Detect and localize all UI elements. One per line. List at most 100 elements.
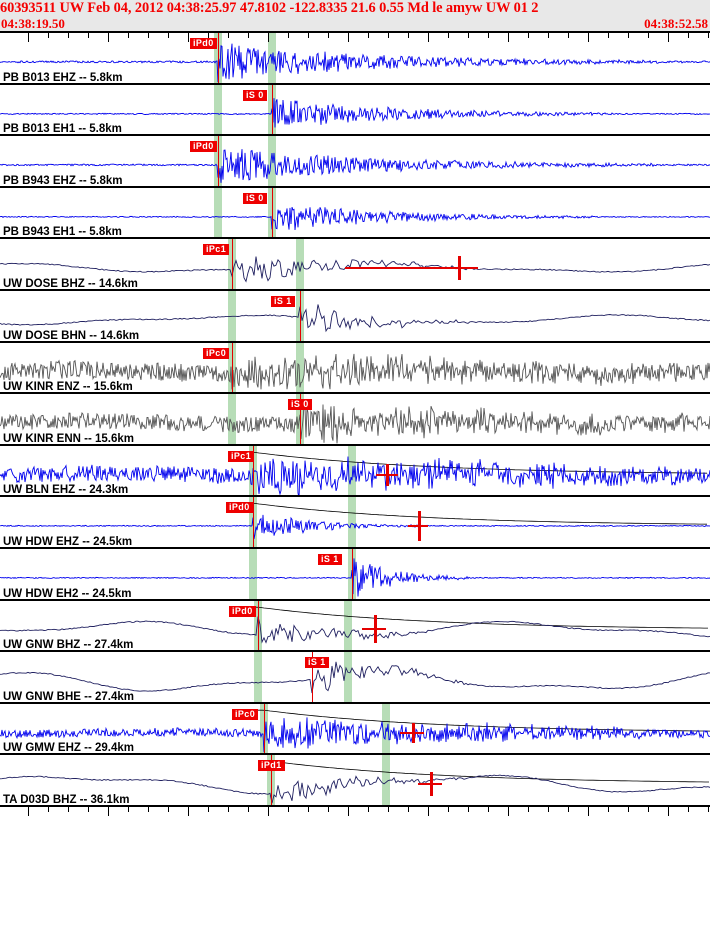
phase-pick-line[interactable] <box>258 600 259 653</box>
axis-tick <box>688 807 689 812</box>
waveform <box>0 149 710 184</box>
waveform <box>0 353 710 390</box>
tick-container <box>0 33 710 42</box>
amplitude-baseline <box>362 628 386 631</box>
phase-pick-label[interactable]: iPc1 <box>228 450 255 462</box>
trace-row[interactable]: iPc0 UW GMW EHZ -- 29.4km <box>0 703 710 756</box>
axis-tick <box>528 807 529 812</box>
channel-label: PB B013 EHZ -- 5.8km <box>3 71 123 84</box>
axis-tick <box>268 807 269 816</box>
axis-tick <box>28 807 29 816</box>
trace-row[interactable]: iPc1 UW BLN EHZ -- 24.3km <box>0 445 710 498</box>
axis-tick <box>228 807 229 812</box>
trace-row[interactable]: iS 0 PB B943 EH1 -- 5.8km <box>0 187 710 240</box>
axis-line <box>0 495 710 498</box>
axis-tick <box>348 33 349 42</box>
channel-label: UW KINR ENZ -- 15.6km <box>3 381 133 394</box>
axis-tick <box>48 807 49 812</box>
phase-pick-label[interactable]: iPd1 <box>258 760 285 772</box>
p-phase-band <box>254 652 262 704</box>
waveform <box>0 661 710 694</box>
axis-tick <box>548 33 549 38</box>
channel-label: PB B943 EHZ -- 5.8km <box>3 174 123 187</box>
axis-tick <box>628 807 629 812</box>
axis-tick <box>448 807 449 812</box>
p-phase-band <box>228 291 236 343</box>
axis-tick <box>588 33 589 42</box>
phase-pick-label[interactable]: iPd0 <box>190 141 217 153</box>
trace-row[interactable]: iPd1 TA D03D BHZ -- 36.1km <box>0 755 710 807</box>
time-axis <box>0 805 710 816</box>
axis-tick <box>688 33 689 38</box>
waveform <box>0 404 710 444</box>
phase-pick-label[interactable]: iPc0 <box>232 708 259 720</box>
phase-pick-label[interactable]: iPc0 <box>203 347 230 359</box>
amplitude-baseline <box>376 473 398 476</box>
phase-pick-label[interactable]: iPd0 <box>229 605 256 617</box>
phase-pick-line[interactable] <box>253 497 254 549</box>
trace-row[interactable]: iPd0 UW HDW EHZ -- 24.5km <box>0 497 710 549</box>
phase-pick-line[interactable] <box>272 84 273 137</box>
phase-pick-line[interactable] <box>300 394 301 446</box>
axis-tick <box>708 807 709 812</box>
trace-row[interactable]: iS 1 UW HDW EH2 -- 24.5km <box>0 549 710 601</box>
phase-pick-label[interactable]: iS 1 <box>318 554 342 565</box>
channel-label: UW HDW EHZ -- 24.5km <box>3 535 133 548</box>
trace-row[interactable]: iPd0 UW GNW BHZ -- 27.4km <box>0 600 710 653</box>
trace-row[interactable]: iPc0 UW KINR ENZ -- 15.6km <box>0 342 710 395</box>
phase-pick-line[interactable] <box>312 652 313 704</box>
axis-tick <box>528 33 529 38</box>
phase-pick-line[interactable] <box>271 755 272 807</box>
waveform <box>0 709 710 753</box>
waveform <box>0 558 710 597</box>
axis-tick <box>288 807 289 812</box>
p-phase-band <box>214 187 222 240</box>
waveform <box>0 304 710 333</box>
trace-row[interactable]: iPd0 PB B013 EHZ -- 5.8km <box>0 33 710 85</box>
phase-pick-line[interactable] <box>218 136 219 188</box>
axis-line <box>0 547 710 549</box>
phase-pick-line[interactable] <box>218 33 219 85</box>
phase-pick-label[interactable]: iPd0 <box>190 38 217 49</box>
axis-line <box>0 185 710 188</box>
phase-pick-line[interactable] <box>232 239 233 291</box>
phase-pick-line[interactable] <box>264 703 265 756</box>
axis-tick <box>408 807 409 812</box>
trace-panel[interactable]: iPd0 PB B013 EHZ -- 5.8km iS 0 PB B013 EH1 … <box>0 31 710 938</box>
phase-pick-line[interactable] <box>253 445 254 498</box>
axis-tick <box>368 807 369 812</box>
trace-row[interactable]: iPc1 UW DOSE BHZ -- 14.6km <box>0 239 710 291</box>
channel-label: UW DOSE BHN -- 14.6km <box>3 329 140 342</box>
trace-row[interactable]: iS 0 PB B013 EH1 -- 5.8km <box>0 84 710 137</box>
trace-row[interactable]: iS 1 UW GNW BHE -- 27.4km <box>0 652 710 704</box>
phase-pick-label[interactable]: iPc1 <box>203 244 230 256</box>
phase-pick-label[interactable]: iS 0 <box>243 89 267 101</box>
axis-tick <box>188 807 189 816</box>
phase-pick-line[interactable] <box>272 187 273 240</box>
phase-pick-label[interactable]: iS 1 <box>271 296 295 307</box>
phase-pick-label[interactable]: iPd0 <box>226 502 253 514</box>
p-phase-band <box>228 394 236 446</box>
phase-pick-label[interactable]: iS 1 <box>305 657 329 669</box>
trace-row[interactable]: iS 1 UW DOSE BHN -- 14.6km <box>0 291 710 343</box>
axis-tick <box>188 33 189 42</box>
axis-line <box>0 237 710 240</box>
trace-row[interactable]: iPd0 PB B943 EHZ -- 5.8km <box>0 136 710 188</box>
channel-label: UW HDW EH2 -- 24.5km <box>3 587 132 600</box>
time-axis-top <box>0 31 710 42</box>
axis-tick <box>568 807 569 812</box>
trace-row[interactable]: iS 0 UW KINR ENN -- 15.6km <box>0 394 710 446</box>
phase-pick-line[interactable] <box>352 549 353 601</box>
phase-pick-label[interactable]: iS 0 <box>243 192 267 204</box>
amplitude-baseline <box>418 783 442 786</box>
axis-tick <box>248 807 249 812</box>
s-phase-band <box>296 239 304 291</box>
phase-pick-label[interactable]: iS 0 <box>288 399 312 411</box>
axis-tick <box>548 807 549 812</box>
waveform <box>0 206 710 230</box>
phase-pick-line[interactable] <box>300 291 301 343</box>
event-header: 60393511 UW Feb 04, 2012 04:38:25.97 47.… <box>0 0 710 33</box>
axis-tick <box>668 33 669 42</box>
phase-pick-line[interactable] <box>232 342 233 395</box>
axis-tick <box>268 33 269 42</box>
